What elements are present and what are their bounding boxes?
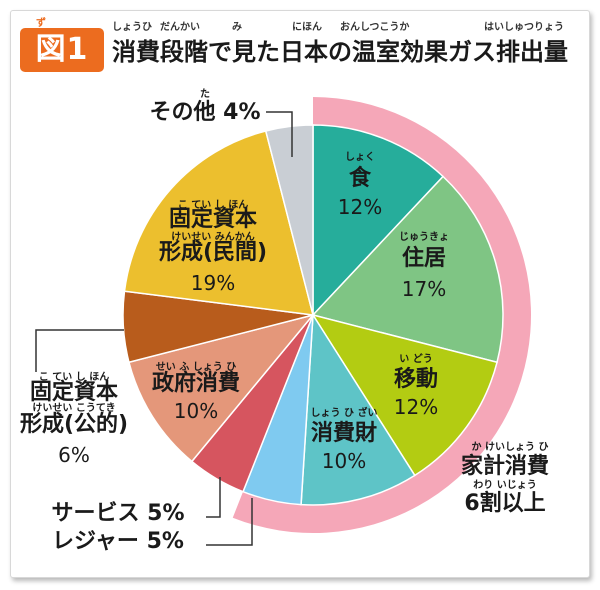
label-public-value: 6%	[58, 443, 90, 467]
household-ruby: か けいしょう ひ	[472, 441, 549, 453]
label-public-name2: 形成(公的)	[20, 411, 128, 437]
label-other-ruby: た	[200, 88, 210, 100]
label-goods-value: 10%	[322, 449, 366, 473]
figure-badge-ruby: ず	[36, 18, 46, 29]
label-goods-ruby: しょう ひ ざい	[311, 406, 378, 419]
label-private-value: 19%	[191, 271, 235, 295]
label-housing-ruby: じゅうきょ	[399, 231, 449, 243]
leader-leisure	[206, 498, 253, 546]
pie-slice	[128, 313, 316, 463]
label-food-value: 12%	[338, 195, 382, 219]
household-label-1: 家計消費	[461, 453, 549, 479]
label-public-ruby: こ てい し ほん	[39, 371, 109, 383]
pie-slice	[300, 312, 416, 506]
label-transport-ruby: い どう	[399, 352, 432, 365]
label-public-ruby2: けいせい こうてき	[32, 402, 115, 414]
label-gov-value: 10%	[174, 399, 218, 423]
label-other: その他 4%	[149, 100, 260, 125]
pie-slice	[264, 124, 314, 316]
label-food-name: 食	[349, 165, 372, 191]
figure-badge: 図1	[20, 28, 104, 72]
pie-slice	[123, 130, 315, 316]
label-gov-name: 政府消費	[152, 370, 240, 396]
pie-slice	[311, 313, 498, 477]
leader-lines	[35, 111, 293, 546]
label-goods-name: 消費財	[311, 421, 377, 446]
leader-other	[266, 111, 293, 157]
leader-public	[35, 329, 124, 372]
label-service: サービス 5%	[51, 501, 184, 526]
label-private-name2: 形成(民間)	[159, 240, 267, 265]
household-ruby2: わり いじょう	[473, 479, 536, 491]
pie-slice	[311, 175, 504, 364]
title-ruby-segment: しょうひ	[112, 21, 152, 33]
label-private-ruby: こ てい し ほん	[178, 199, 248, 211]
leader-service	[206, 477, 221, 518]
title-ruby-segment: にほん	[292, 21, 322, 33]
label-private-ruby2: けいせい みんかん	[171, 231, 254, 243]
title-ruby-segment: だんかい	[160, 21, 200, 33]
label-housing-value: 17%	[402, 277, 446, 301]
household-label-2: 6割以上	[464, 490, 545, 516]
pie-slice	[312, 124, 445, 317]
title-ruby: しょうひ だんかい み にほん おんしつこうか はいしゅつりょう	[112, 21, 564, 33]
label-public-name1: 固定資本	[30, 379, 118, 405]
label-private-name1: 固定資本	[169, 206, 257, 232]
label-leisure: レジャー 5%	[52, 529, 184, 554]
title-ruby-segment: はいしゅつりょう	[484, 21, 564, 33]
label-housing-name: 住居	[402, 245, 446, 271]
label-food-ruby: しょく	[345, 151, 375, 163]
label-gov-ruby: せい ふ しょう ひ	[156, 361, 236, 373]
label-transport-value: 12%	[394, 395, 438, 419]
title-ruby-segment: おんしつこうか	[340, 21, 409, 33]
chart-title: 消費段階で見た日本の温室効果ガス排出量	[112, 38, 568, 66]
title-ruby-segment: み	[232, 21, 242, 33]
label-transport-name: 移動	[394, 366, 438, 392]
title-group: しょうひ だんかい み にほん おんしつこうか はいしゅつりょう 消費段階で見た日本の温室…	[112, 21, 568, 66]
pie-slices	[122, 124, 504, 506]
